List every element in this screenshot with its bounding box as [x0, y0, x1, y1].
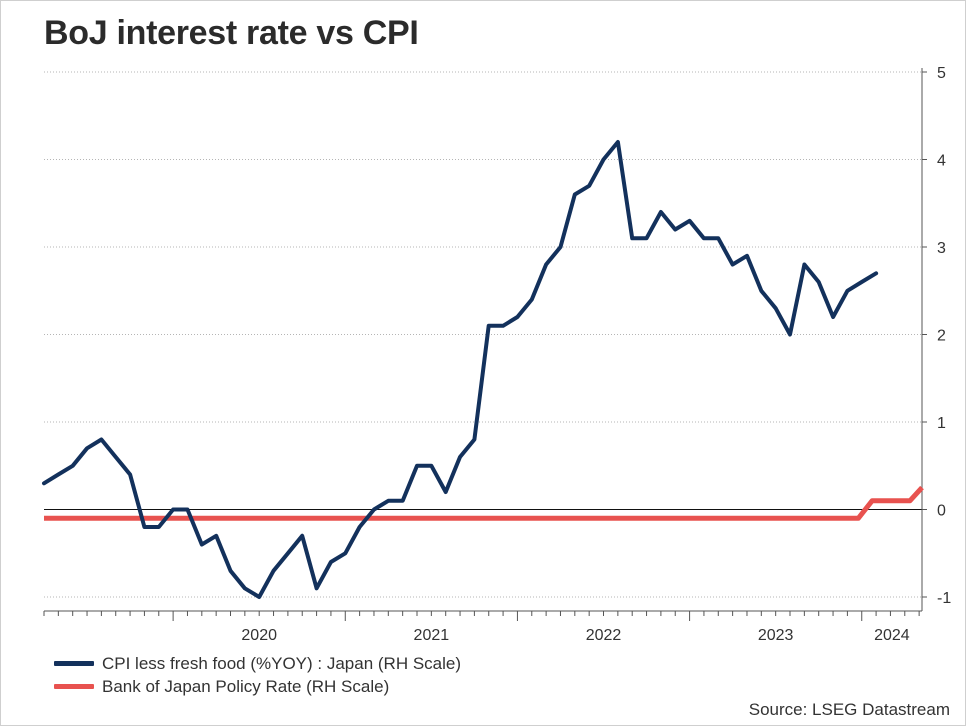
y-tick-label: 1	[937, 415, 946, 432]
series-line-cpi	[42, 140, 879, 599]
chart-legend: CPI less fresh food (%YOY) : Japan (RH S…	[54, 652, 461, 698]
legend-swatch-cpi	[54, 661, 94, 666]
x-tick-label: 2024	[874, 627, 910, 644]
x-tick-label: 2022	[586, 627, 622, 644]
chart-title: BoJ interest rate vs CPI	[44, 14, 419, 52]
series-line-policy-rate	[44, 485, 924, 521]
legend-item-cpi: CPI less fresh food (%YOY) : Japan (RH S…	[54, 652, 461, 675]
y-tick-label: -1	[937, 590, 951, 607]
y-tick-label: 3	[937, 240, 946, 257]
y-tick-label: 4	[937, 153, 946, 170]
y-tick-label: 5	[937, 65, 946, 82]
legend-label-cpi: CPI less fresh food (%YOY) : Japan (RH S…	[102, 653, 462, 673]
legend-label-policy-rate: Bank of Japan Policy Rate (RH Scale)	[102, 676, 390, 696]
source-note: Source: LSEG Datastream	[748, 700, 950, 719]
y-tick-label: 2	[937, 328, 946, 345]
x-tick-label: 2023	[758, 627, 794, 644]
y-tick-label: 0	[937, 503, 946, 520]
legend-swatch-policy-rate	[54, 684, 94, 689]
legend-item-policy-rate: Bank of Japan Policy Rate (RH Scale)	[54, 675, 461, 698]
x-tick-label: 2021	[414, 627, 450, 644]
x-tick-label: 2020	[241, 627, 277, 644]
